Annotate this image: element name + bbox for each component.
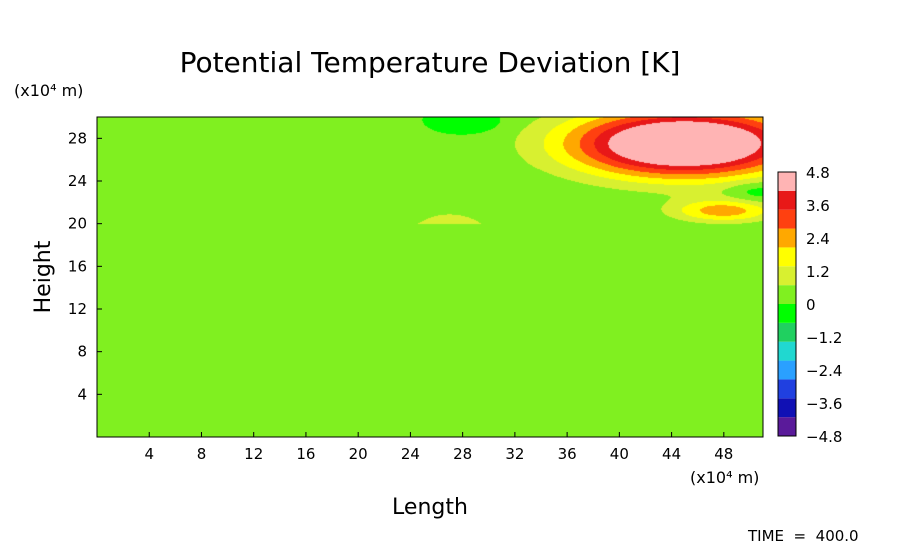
colorbar: 4.8 3.6 2.4 1.2 0 −1.2 −2.4 −3.6 −4.8 bbox=[777, 164, 842, 446]
x-tick-label: 40 bbox=[610, 445, 629, 463]
colorbar-swatch bbox=[778, 398, 796, 418]
plot-frame bbox=[96, 116, 764, 438]
field-raster bbox=[97, 117, 763, 437]
x-tick-label: 20 bbox=[349, 445, 368, 463]
colorbar-swatch bbox=[778, 190, 796, 210]
x-unit-label: (x10⁴ m) bbox=[690, 468, 759, 487]
x-tick-label: 28 bbox=[453, 445, 472, 463]
y-tick-label: 8 bbox=[77, 343, 87, 361]
colorbar-tick-label: −2.4 bbox=[806, 362, 842, 380]
x-tick-label: 8 bbox=[197, 445, 207, 463]
x-tick-label: 4 bbox=[144, 445, 154, 463]
y-tick-label: 4 bbox=[77, 385, 87, 403]
x-tick-label: 32 bbox=[505, 445, 524, 463]
x-tick-group: 4 8 12 16 20 24 28 32 36 40 44 48 bbox=[144, 432, 733, 463]
x-tick-label: 12 bbox=[244, 445, 263, 463]
colorbar-tick-label: 0 bbox=[806, 296, 816, 314]
colorbar-swatch bbox=[778, 417, 796, 436]
y-tick-label: 12 bbox=[68, 300, 87, 318]
x-tick-label: 24 bbox=[401, 445, 420, 463]
y-tick-label: 20 bbox=[68, 215, 87, 233]
colorbar-swatch bbox=[778, 172, 796, 191]
colorbar-swatch bbox=[778, 209, 796, 229]
y-unit-label: (x10⁴ m) bbox=[14, 81, 83, 100]
colorbar-tick-label: 2.4 bbox=[806, 230, 830, 248]
colorbar-swatch bbox=[778, 266, 796, 286]
colorbar-swatch bbox=[778, 341, 796, 361]
colorbar-swatch bbox=[778, 285, 796, 304]
y-tick-group: 4 8 12 16 20 24 28 bbox=[68, 129, 102, 403]
x-axis-label: Length bbox=[392, 495, 468, 520]
y-tick-label: 28 bbox=[68, 129, 87, 147]
y-tick-label: 24 bbox=[68, 172, 87, 190]
y-axis-label: Height bbox=[31, 240, 56, 313]
colorbar-tick-label: 4.8 bbox=[806, 164, 830, 182]
colorbar-tick-label: −1.2 bbox=[806, 329, 842, 347]
colorbar-tick-label: −4.8 bbox=[806, 428, 842, 446]
chart-title: Potential Temperature Deviation [K] bbox=[180, 46, 681, 79]
colorbar-swatch bbox=[778, 304, 796, 323]
x-tick-label: 48 bbox=[714, 445, 733, 463]
colorbar-swatch bbox=[778, 228, 796, 248]
y-tick-label: 16 bbox=[68, 257, 87, 275]
colorbar-tick-label: −3.6 bbox=[806, 395, 842, 413]
colorbar-swatch bbox=[778, 379, 796, 399]
colorbar-tick-label: 1.2 bbox=[806, 263, 830, 281]
colorbar-frame bbox=[777, 171, 797, 437]
colorbar-tick-label: 3.6 bbox=[806, 197, 830, 215]
colorbar-swatch bbox=[778, 247, 796, 267]
colorbar-swatch bbox=[778, 360, 796, 380]
x-tick-label: 36 bbox=[558, 445, 577, 463]
colorbar-swatch bbox=[778, 322, 796, 342]
x-tick-label: 16 bbox=[296, 445, 315, 463]
x-tick-label: 44 bbox=[662, 445, 681, 463]
time-annotation: TIME = 400.0 bbox=[747, 527, 859, 544]
